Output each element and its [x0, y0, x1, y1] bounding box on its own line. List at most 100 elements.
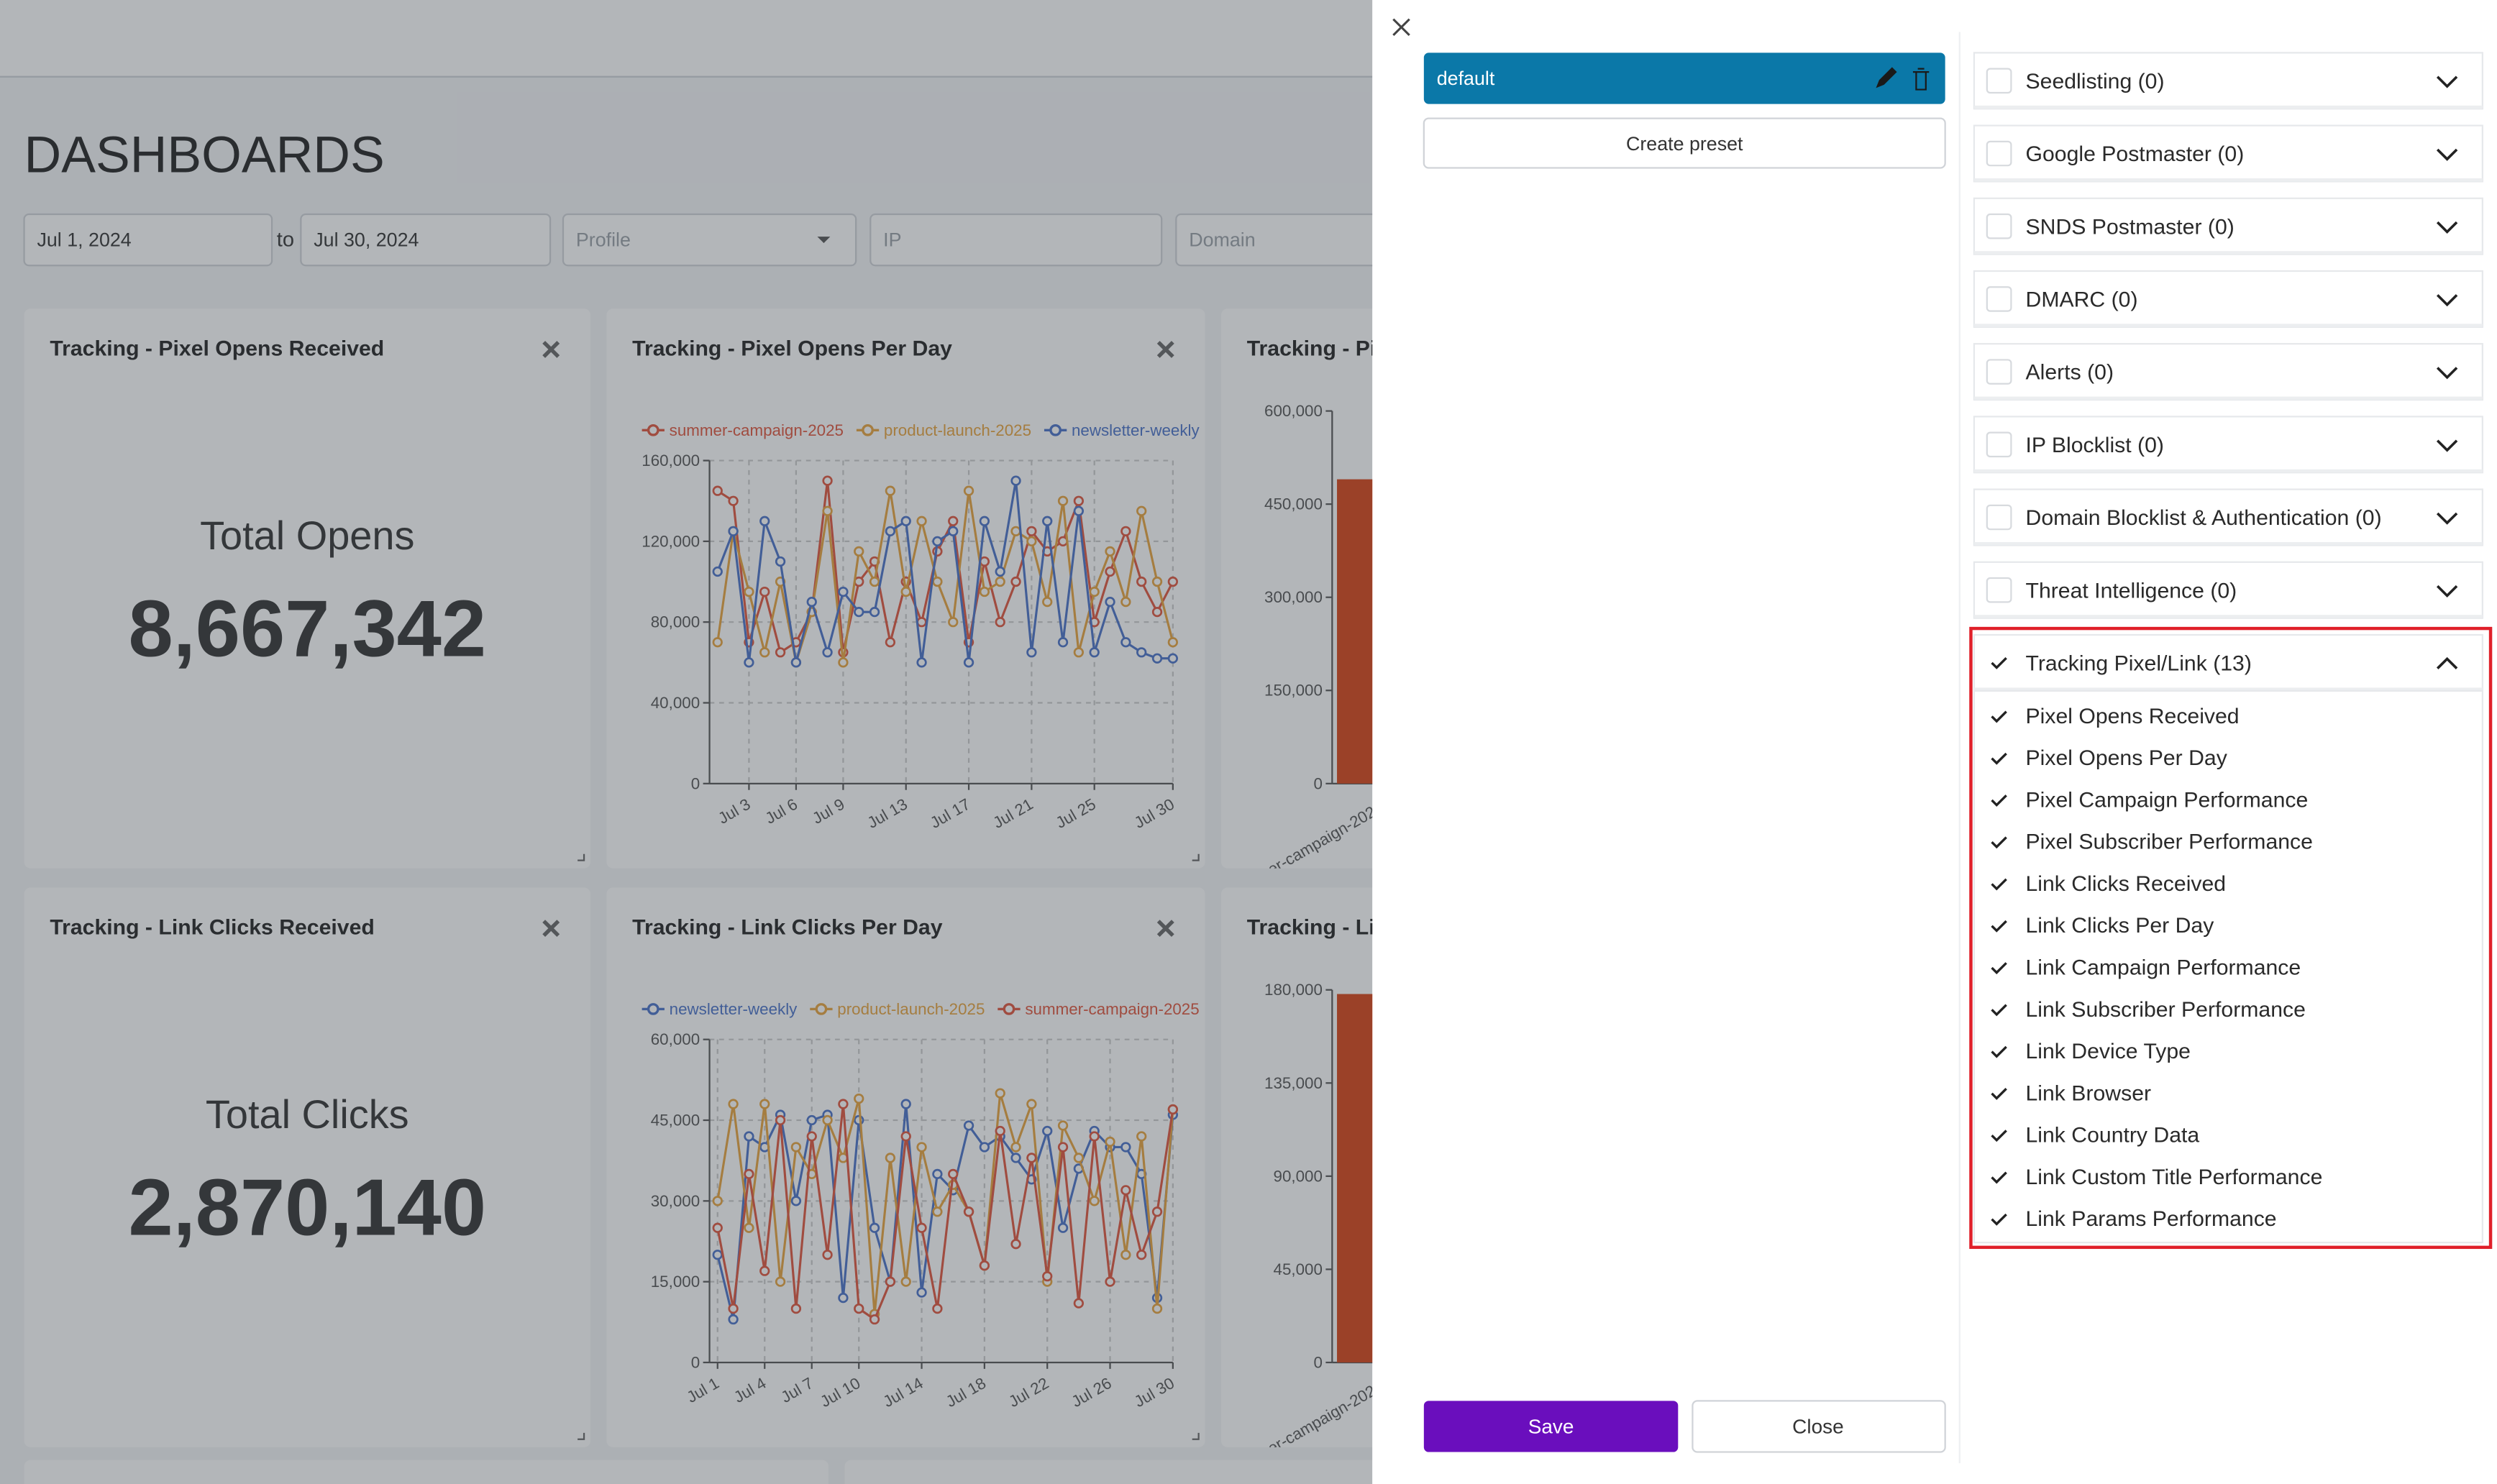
data-point [1136, 647, 1147, 658]
card-title: Tracking - Pixel Opens Per Day [632, 336, 952, 360]
date-to-input[interactable] [300, 213, 552, 267]
checkbox[interactable] [1986, 1038, 2012, 1065]
data-point [775, 1276, 786, 1287]
data-point [854, 607, 864, 618]
data-point [885, 637, 896, 648]
widget-option-label: Link Custom Title Performance [2026, 1165, 2323, 1189]
data-point [948, 617, 959, 628]
card-close-icon[interactable] [1156, 341, 1174, 358]
expand-chevron[interactable] [2436, 512, 2458, 525]
expand-chevron[interactable] [2436, 221, 2458, 234]
data-point [869, 1222, 880, 1233]
checkbox[interactable] [1986, 504, 2012, 531]
expand-chevron[interactable] [2436, 439, 2458, 452]
close-button[interactable] [1692, 1400, 1946, 1453]
section-header-shade [1973, 541, 2483, 546]
section-label: Google Postmaster (0) [2026, 142, 2245, 166]
data-point [1151, 1206, 1163, 1217]
section-header[interactable] [1973, 52, 2483, 110]
checkbox[interactable] [1986, 912, 2012, 939]
y-tick-label: 60,000 [651, 1030, 700, 1048]
checkbox[interactable] [1986, 213, 2012, 239]
checkbox[interactable] [1986, 955, 2012, 981]
section-header-shade [1973, 469, 2483, 473]
checkbox[interactable] [1986, 1122, 2012, 1148]
checkbox[interactable] [1986, 1206, 2012, 1232]
delete-preset-icon[interactable] [1912, 68, 1930, 91]
data-point [1136, 505, 1147, 516]
resize-handle [578, 853, 585, 861]
data-point [1026, 1099, 1037, 1109]
section-label: Tracking Pixel/Link (13) [2026, 652, 2252, 676]
checkbox[interactable] [1986, 829, 2012, 856]
data-point [744, 586, 754, 597]
expand-chevron[interactable] [2436, 75, 2458, 88]
checkbox[interactable] [1986, 997, 2012, 1023]
date-from-input[interactable] [23, 213, 273, 267]
card-close-icon[interactable] [542, 920, 560, 938]
section-header[interactable] [1973, 124, 2483, 183]
widget-option-label: Pixel Campaign Performance [2026, 789, 2309, 812]
section-header[interactable] [1973, 633, 2483, 1244]
data-point [744, 1222, 754, 1233]
checkmark [1991, 657, 2007, 669]
expand-chevron[interactable] [2436, 585, 2458, 598]
section-header[interactable] [1973, 343, 2483, 401]
section-header[interactable] [1973, 561, 2483, 619]
y-tick-label: 0 [1313, 774, 1322, 792]
widget-option-label: Link Campaign Performance [2026, 956, 2301, 980]
y-tick-label: 80,000 [651, 613, 700, 631]
series-line [716, 1093, 1174, 1314]
data-point [854, 546, 864, 557]
section-header[interactable] [1973, 416, 2483, 474]
checkbox[interactable] [1986, 431, 2012, 458]
widget-option-label: Pixel Opens Received [2026, 705, 2240, 728]
data-point [838, 1099, 849, 1109]
collapse-chevron[interactable] [2436, 656, 2458, 669]
section-header[interactable] [1973, 488, 2483, 546]
checkbox[interactable] [1986, 140, 2012, 167]
checkbox[interactable] [1986, 745, 2012, 771]
ip-input-text: IP [883, 229, 901, 251]
checkbox[interactable] [1986, 650, 2012, 676]
card-close-icon[interactable] [1156, 920, 1174, 938]
data-point [885, 526, 896, 536]
expand-chevron[interactable] [2436, 367, 2458, 380]
data-point [1105, 1136, 1115, 1148]
data-point [1026, 1153, 1037, 1163]
profile-select[interactable] [562, 213, 857, 267]
checkbox[interactable] [1986, 68, 2012, 94]
checkbox[interactable] [1986, 787, 2012, 813]
data-point [869, 607, 880, 618]
data-point [854, 1093, 864, 1104]
card-close-icon[interactable] [542, 341, 560, 358]
data-point [806, 1114, 817, 1126]
checkbox[interactable] [1986, 286, 2012, 312]
data-point [1120, 1185, 1131, 1196]
checkbox[interactable] [1986, 871, 2012, 897]
expand-chevron[interactable] [2436, 294, 2458, 307]
metric-value: 2,870,140 [129, 1163, 487, 1252]
expand-chevron[interactable] [2436, 148, 2458, 161]
panel-close-icon[interactable] [1392, 18, 1410, 37]
data-point [1010, 1142, 1021, 1153]
data-point [712, 1222, 723, 1233]
checkbox[interactable] [1986, 359, 2012, 385]
checkmark [1991, 794, 2007, 807]
checkbox[interactable] [1986, 1081, 2012, 1107]
data-point [916, 657, 927, 668]
data-point [1151, 576, 1163, 587]
preset-item[interactable] [1423, 52, 1945, 104]
save-button[interactable] [1423, 1401, 1679, 1452]
y-tick-label: 120,000 [642, 532, 700, 550]
data-point [979, 516, 990, 526]
checkbox[interactable] [1986, 577, 2012, 603]
checkbox[interactable] [1986, 703, 2012, 730]
create-preset-button[interactable] [1423, 117, 1946, 169]
legend-label: summer-campaign-2025 [670, 421, 844, 439]
modal-backdrop[interactable] [0, 0, 1373, 1484]
data-point [979, 1260, 990, 1271]
ip-input[interactable] [869, 213, 1163, 267]
edit-preset-icon[interactable] [1876, 67, 1897, 88]
checkbox[interactable] [1986, 1164, 2012, 1191]
